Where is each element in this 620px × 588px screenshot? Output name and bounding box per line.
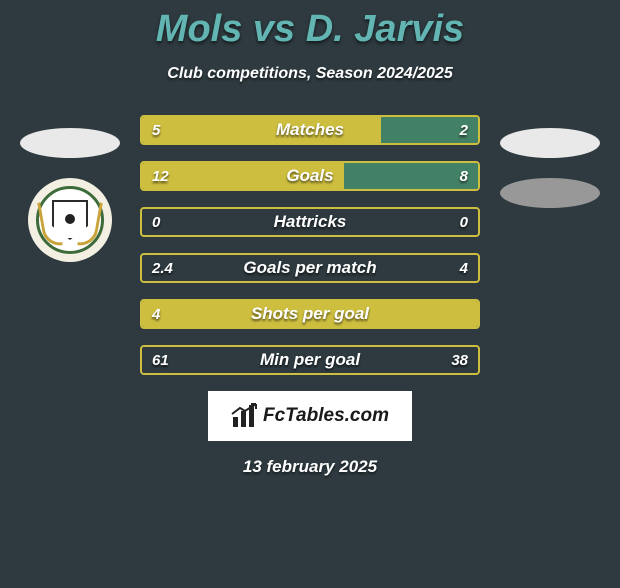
arrow-up-icon xyxy=(231,403,257,415)
stat-bar-left-value: 0 xyxy=(152,209,160,235)
stat-bar-row: Goals128 xyxy=(140,161,480,191)
stat-bar-row: Goals per match2.4 4 xyxy=(140,253,480,283)
stat-bar-right-value: 38 xyxy=(451,347,468,373)
page-subtitle: Club competitions, Season 2024/2025 xyxy=(0,65,620,83)
stat-bar-label: Min per goal xyxy=(142,347,478,373)
bar-chart-icon xyxy=(231,405,257,427)
stat-bars-container: Matches52 Goals128 Hattricks0 0 Goals per ma… xyxy=(140,115,480,375)
stat-bar-label: Goals per match xyxy=(142,255,478,281)
page-title: Mols vs D. Jarvis xyxy=(0,8,620,51)
logo-text: FcTables.com xyxy=(263,405,389,427)
stat-bar-left-segment xyxy=(142,163,344,189)
right-player-column xyxy=(490,128,610,228)
stat-bar-right-segment xyxy=(381,117,478,143)
stat-bar-left-segment xyxy=(142,301,478,327)
snapshot-date: 13 february 2025 xyxy=(0,457,620,477)
right-ellipse-1 xyxy=(500,128,600,158)
stat-bar-row: Shots per goal4 xyxy=(140,299,480,329)
crest-ball-icon xyxy=(65,214,75,224)
stat-bar-right-value: 4 xyxy=(460,255,468,281)
left-ellipse xyxy=(20,128,120,158)
stat-bar-row: Min per goal61 38 xyxy=(140,345,480,375)
stat-bar-left-segment xyxy=(142,117,381,143)
stat-bar-row: Hattricks0 0 xyxy=(140,207,480,237)
fctables-logo[interactable]: FcTables.com xyxy=(208,391,412,441)
stat-bar-left-value: 2.4 xyxy=(152,255,173,281)
team-crest xyxy=(28,178,112,262)
stat-bar-left-value: 61 xyxy=(152,347,169,373)
stat-bar-label: Hattricks xyxy=(142,209,478,235)
crest-inner xyxy=(36,186,104,254)
right-ellipse-2 xyxy=(500,178,600,208)
stat-bar-right-segment xyxy=(344,163,478,189)
stat-bar-right-value: 0 xyxy=(460,209,468,235)
stat-bar-row: Matches52 xyxy=(140,115,480,145)
left-player-column xyxy=(10,128,130,262)
